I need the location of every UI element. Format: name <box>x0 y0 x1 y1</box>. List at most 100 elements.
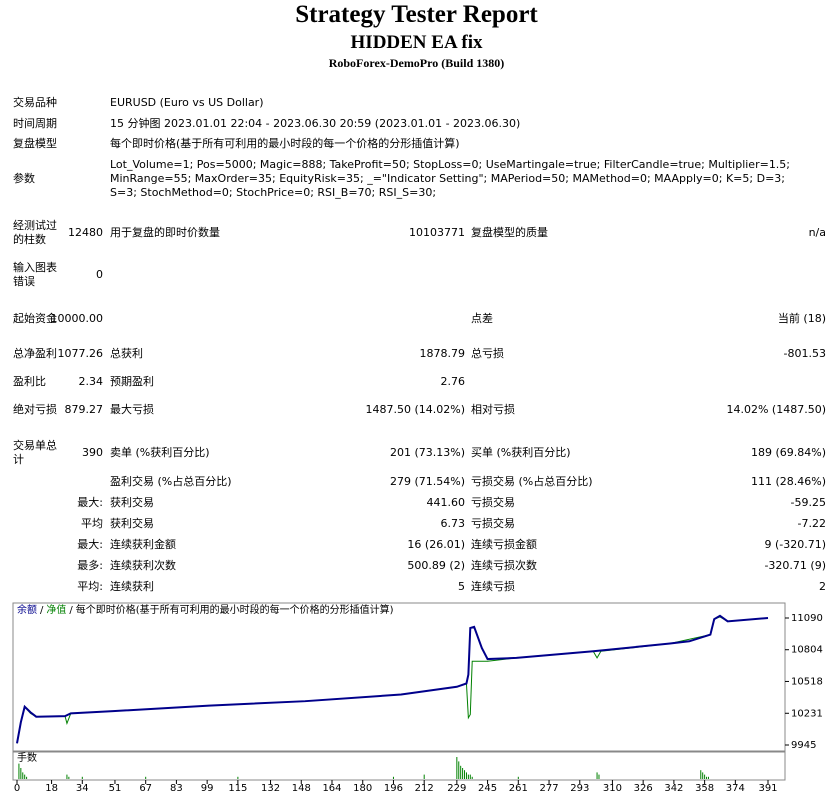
x-tick-label: 0 <box>14 783 20 794</box>
stat-value: 2 <box>819 580 826 593</box>
stat-value: 9 (-320.71) <box>764 538 826 551</box>
x-tick-label: 229 <box>447 783 466 794</box>
info-value: EURUSD (Euro vs US Dollar) <box>110 96 264 109</box>
stat-value: 6.73 <box>440 517 466 530</box>
info-label: 时间周期 <box>13 117 57 130</box>
series-line <box>16 614 769 744</box>
stat-label: 起始资金 <box>13 312 57 325</box>
stat-label: 经测试过的柱数 <box>13 219 57 246</box>
x-tick-label: 358 <box>695 783 714 794</box>
stat-label: 总亏损 <box>471 347 504 360</box>
info-value: 15 分钟图 2023.01.01 22:04 - 2023.06.30 20:… <box>110 117 521 130</box>
x-tick-label: 34 <box>76 783 89 794</box>
x-tick-label: 132 <box>261 783 280 794</box>
stat-label: 预期盈利 <box>110 375 154 388</box>
stat-value: 当前 (18) <box>777 312 826 325</box>
stat-label: 获利交易 <box>110 496 154 509</box>
stat-label: 点差 <box>471 312 493 325</box>
stat-value: 201 (73.13%) <box>389 446 465 459</box>
lots-frame <box>12 751 786 781</box>
y-tick-label: 10804 <box>791 645 823 656</box>
stat-prefix: 最大: <box>77 496 103 509</box>
stat-value: 12480 <box>68 226 103 239</box>
stat-label: 获利交易 <box>110 517 154 530</box>
stat-label: 输入图表错误 <box>13 261 57 288</box>
info-label: 参数 <box>13 172 35 185</box>
stat-prefix: 最大: <box>77 538 103 551</box>
title: Strategy Tester Report <box>295 1 538 28</box>
x-tick-label: 212 <box>415 783 434 794</box>
x-tick-label: 374 <box>726 783 745 794</box>
stat-label: 总获利 <box>110 347 143 360</box>
x-tick-label: 51 <box>109 783 122 794</box>
stat-label: 亏损交易 <box>471 496 515 509</box>
stat-label: 连续亏损金额 <box>471 538 537 551</box>
x-tick-label: 148 <box>292 783 311 794</box>
x-tick-label: 391 <box>758 783 777 794</box>
y-tick-label: 10518 <box>791 676 823 687</box>
x-tick-label: 277 <box>539 783 558 794</box>
stat-value: 0 <box>96 268 103 281</box>
x-tick-label: 261 <box>509 783 528 794</box>
stat-value: 14.02% (1487.50) <box>726 403 826 416</box>
y-tick-label: 11090 <box>791 613 823 624</box>
x-tick-label: 342 <box>664 783 683 794</box>
chart-frame <box>12 602 786 752</box>
stat-label: 卖单 (%获利百分比) <box>110 446 210 459</box>
stat-label: 交易单总计 <box>13 439 57 466</box>
stat-label: 买单 (%获利百分比) <box>471 446 571 459</box>
x-tick-label: 99 <box>201 783 214 794</box>
stat-label: 连续获利 <box>110 580 154 593</box>
stat-value: 279 (71.54%) <box>389 475 465 488</box>
stat-value: 111 (28.46%) <box>750 475 826 488</box>
server: RoboForex-DemoPro (Build 1380) <box>328 56 505 70</box>
stat-value: 2.76 <box>440 375 466 388</box>
x-tick-label: 326 <box>634 783 653 794</box>
x-tick-label: 115 <box>228 783 247 794</box>
legend-entry: 净值 <box>46 603 66 616</box>
stat-label: 复盘模型的质量 <box>471 226 548 239</box>
stat-label: 亏损交易 <box>471 517 515 530</box>
y-tick-label: 10231 <box>791 708 823 719</box>
legend-separator: / <box>69 605 73 616</box>
stat-label: 总净盈利 <box>13 347 57 360</box>
stat-value: -320.71 (9) <box>764 559 826 572</box>
legend: 余额 / 净值 / 每个即时价格(基于所有可利用的最小时段的每一个价格的分形插值计算) <box>17 603 394 616</box>
x-tick-label: 245 <box>478 783 497 794</box>
stat-prefix: 平均 <box>81 517 103 530</box>
stat-label: 亏损交易 (%占总百分比) <box>471 475 593 488</box>
stat-label: 盈利交易 (%占总百分比) <box>110 475 232 488</box>
legend-entry: 余额 <box>17 603 37 616</box>
stat-value: 2.34 <box>78 375 104 388</box>
stat-label: 连续获利次数 <box>110 559 176 572</box>
info-label: 交易品种 <box>13 96 57 109</box>
info-value: 每个即时价格(基于所有可利用的最小时段的每一个价格的分形插值计算) <box>110 137 460 150</box>
info-label: 复盘模型 <box>13 137 57 150</box>
stat-label: 相对亏损 <box>471 403 515 416</box>
stat-value: 10000.00 <box>50 312 104 325</box>
stat-value: 10103771 <box>409 226 465 239</box>
stat-value: 879.27 <box>64 403 104 416</box>
legend-separator: / <box>40 605 44 616</box>
stat-value: 390 <box>82 446 103 459</box>
stat-value: 500.89 (2) <box>407 559 465 572</box>
stat-label: 用于复盘的即时价数量 <box>110 226 220 239</box>
info-value: Lot_Volume=1; Pos=5000; Magic=888; TakeP… <box>110 158 791 199</box>
x-tick-label: 293 <box>570 783 589 794</box>
stat-value: -7.22 <box>797 517 826 530</box>
stat-value: 16 (26.01) <box>407 538 465 551</box>
x-tick-label: 164 <box>322 783 341 794</box>
stat-label: 连续亏损次数 <box>471 559 537 572</box>
stat-label: 盈利比 <box>13 375 46 388</box>
stat-value: n/a <box>808 226 826 239</box>
stat-value: 1077.26 <box>57 347 104 360</box>
lots-label: 手数 <box>17 751 37 764</box>
x-tick-label: 67 <box>139 783 152 794</box>
x-tick-label: 310 <box>603 783 622 794</box>
subtitle: HIDDEN EA fix <box>350 32 483 53</box>
stat-value: -59.25 <box>790 496 826 509</box>
x-tick-label: 18 <box>45 783 58 794</box>
x-tick-label: 196 <box>384 783 403 794</box>
x-tick-label: 83 <box>170 783 183 794</box>
